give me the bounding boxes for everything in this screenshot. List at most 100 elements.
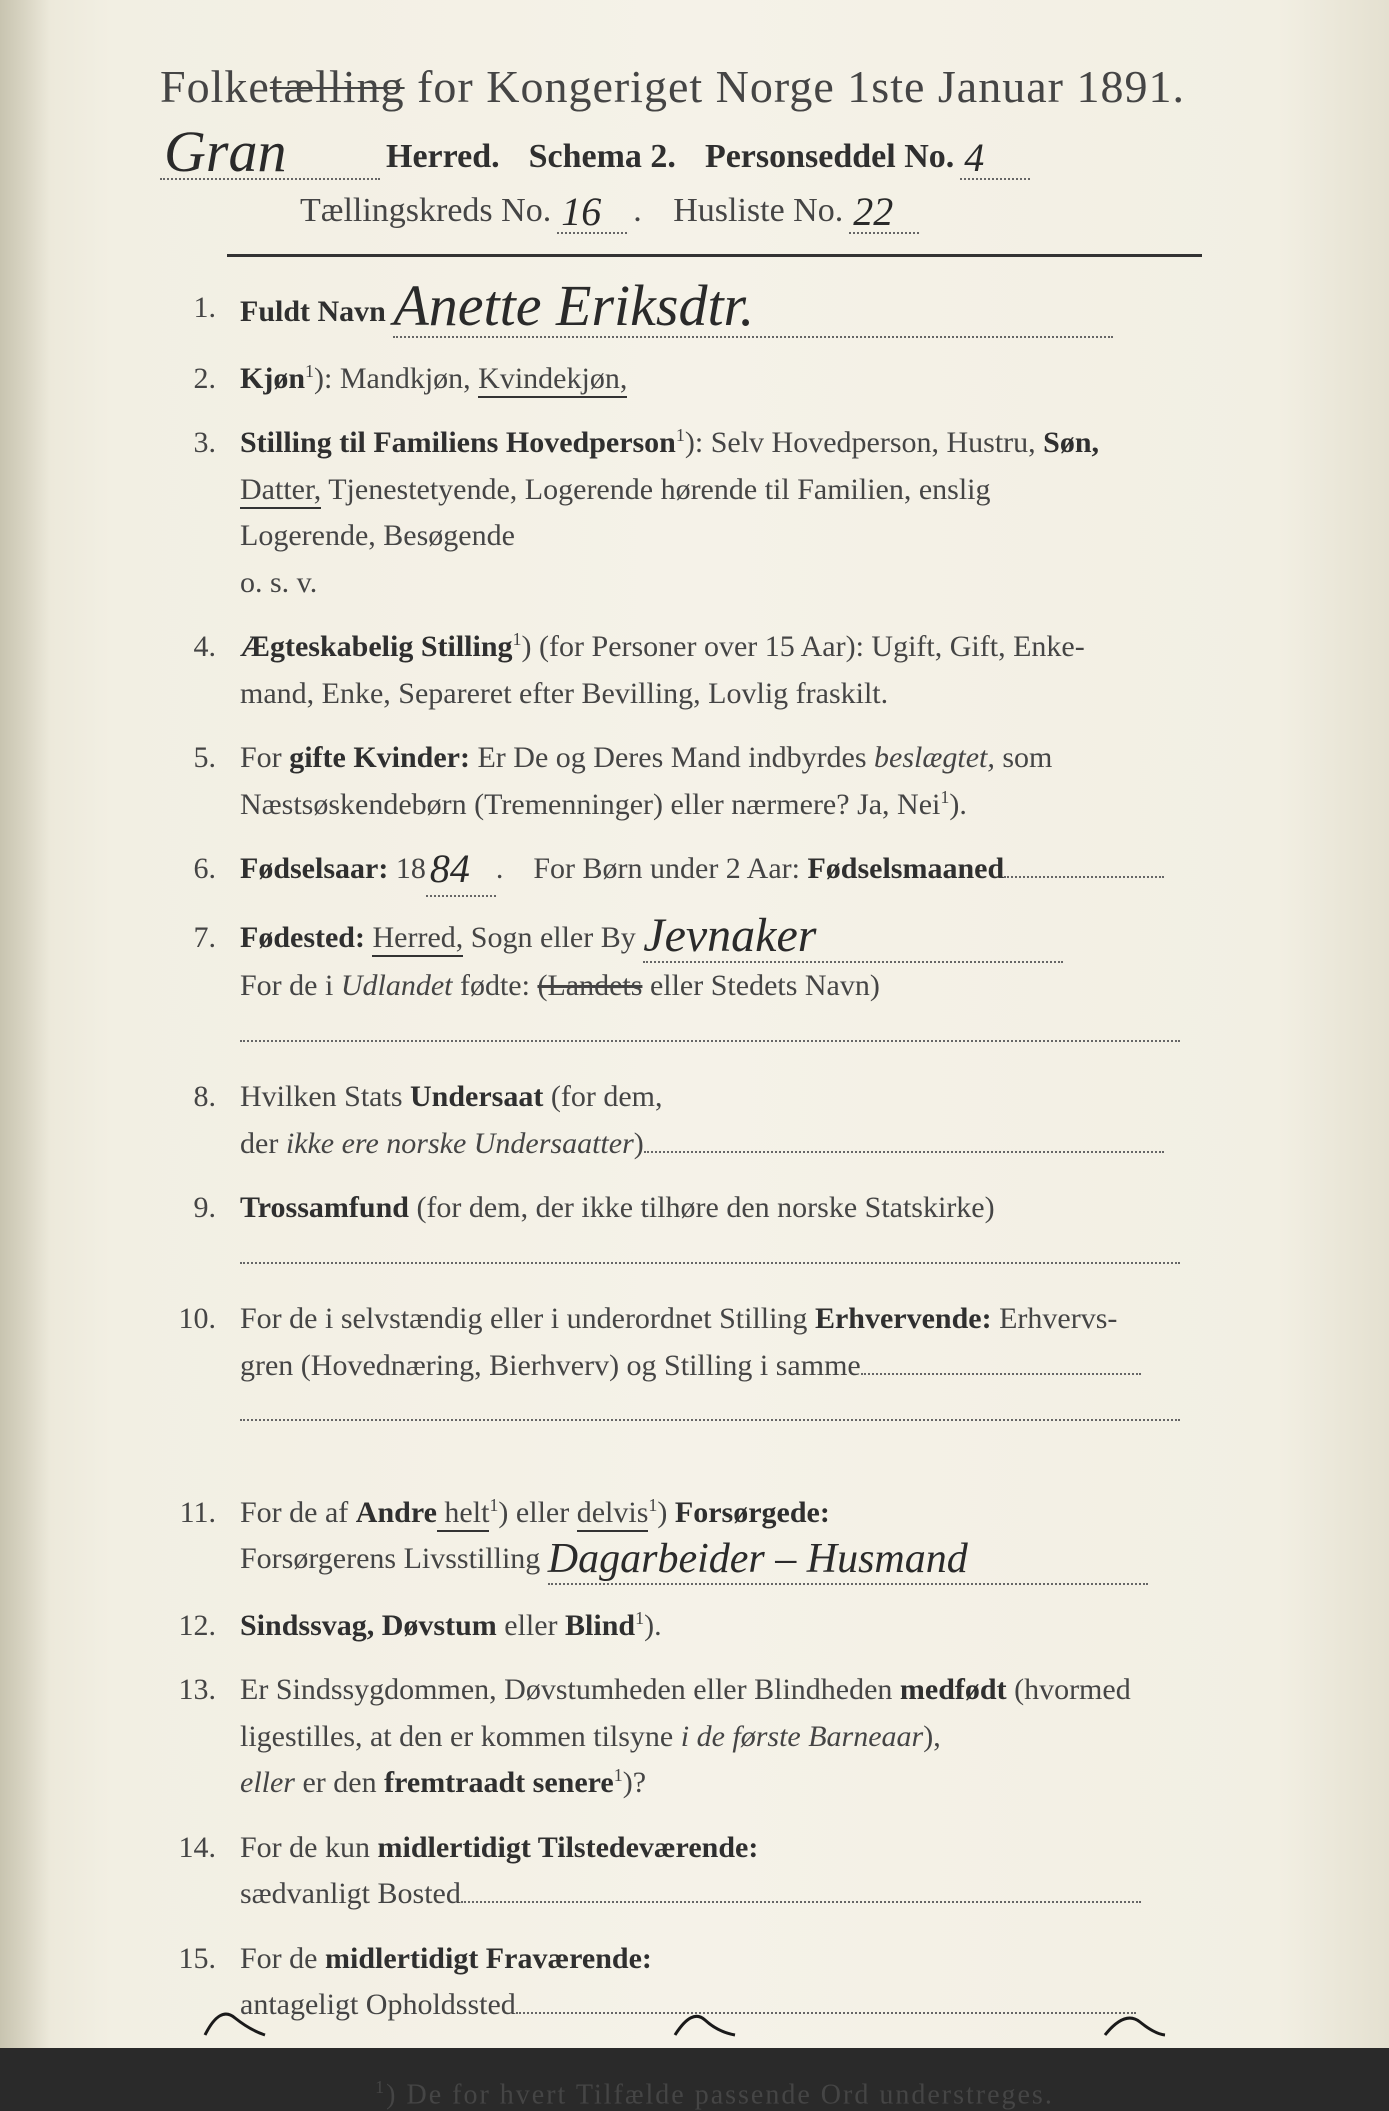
title-rest: for Kongeriget Norge 1ste Januar 1891.	[405, 61, 1185, 112]
e13-line2b: ),	[923, 1720, 941, 1753]
e11-rest: )	[657, 1496, 675, 1529]
e8-line1b: (for dem,	[543, 1080, 662, 1113]
month-dots	[1004, 876, 1164, 878]
entry-9: 9. Trossamfund (for dem, der ikke tilhør…	[160, 1185, 1269, 1278]
e5-line2b: ).	[949, 788, 967, 821]
footnote-sup: 1	[375, 2077, 386, 2097]
sup: 1	[513, 629, 522, 649]
entry-num: 2.	[160, 356, 240, 403]
entry-num: 15.	[160, 1936, 240, 1983]
herred-label: Herred.	[386, 138, 500, 176]
datter-underlined: Datter,	[240, 473, 321, 509]
entry-num: 3.	[160, 420, 240, 467]
stilling-line2: Tjenestetyende, Logerende hørende til Fa…	[321, 473, 990, 506]
entry-body: For de kun midlertidigt Tilstedeværende:…	[240, 1825, 1269, 1918]
entry-body: For de i selvstændig eller i underordnet…	[240, 1296, 1269, 1436]
entry-num: 5.	[160, 735, 240, 782]
entry-14: 14. For de kun midlertidigt Tilstedevære…	[160, 1825, 1269, 1918]
spacer	[160, 1454, 1269, 1490]
fuldt-navn-label: Fuldt Navn	[240, 295, 386, 328]
e11-hand: Dagarbeider – Husmand	[548, 1536, 968, 1582]
e8-ital: ikke ere norske Undersaatter	[286, 1127, 634, 1160]
e14-line2: sædvanligt Bosted	[240, 1877, 461, 1910]
entry-12: 12. Sindssvag, Døvstum eller Blind1).	[160, 1603, 1269, 1650]
aegteskab-label: Ægteskabelig Stilling	[240, 630, 513, 663]
form-title: Folketælling for Kongeriget Norge 1ste J…	[160, 60, 1269, 113]
sup: 1	[635, 1608, 644, 1628]
header-subline-2: Tællingskreds No. 16. Husliste No. 22	[160, 192, 1269, 234]
form-header: Folketælling for Kongeriget Norge 1ste J…	[160, 60, 1269, 234]
sup: 1	[305, 361, 314, 381]
fodested-label: Fødested:	[240, 921, 365, 954]
kjon-rest: ): Mandkjøn,	[314, 362, 478, 395]
entry-body: Fuldt Navn Anette Eriksdtr.	[240, 285, 1269, 338]
census-form-page: Folketælling for Kongeriget Norge 1ste J…	[0, 0, 1389, 2048]
e13-line3c: )?	[623, 1766, 646, 1799]
entry-num: 6.	[160, 846, 240, 893]
fodselsmaaned: Fødselsmaaned	[807, 852, 1004, 885]
andre: Andre	[356, 1496, 437, 1529]
e12-rest: eller	[497, 1609, 565, 1642]
entry-7: 7. Fødested: Herred, Sogn eller By Jevna…	[160, 915, 1269, 1057]
fodselsaar-label: Fødselsaar:	[240, 852, 388, 885]
e15-line2: antageligt Opholdssted	[240, 1988, 516, 2021]
delvis: delvis	[577, 1496, 649, 1532]
e6-rest-lead: For Børn under 2 Aar:	[533, 852, 807, 885]
entry-body: Sindssvag, Døvstum eller Blind1).	[240, 1603, 1269, 1650]
binding-tear-icon	[200, 2000, 270, 2040]
e8-line2b: )	[634, 1127, 644, 1160]
e5-rest1: Er De og Deres Mand indbyrdes	[470, 741, 874, 774]
husliste-no-hand: 22	[853, 189, 893, 234]
e8-dots	[644, 1151, 1164, 1153]
schema-label: Schema 2.	[529, 138, 676, 176]
e7-line2c: eller Stedets Navn)	[642, 969, 879, 1002]
entry-body: For de af Andre helt1) eller delvis1) Fo…	[240, 1490, 1269, 1585]
e14-dots	[461, 1901, 1141, 1903]
herred-handwritten: Gran	[164, 119, 286, 184]
kvindekjon-underlined: Kvindekjøn,	[478, 362, 627, 398]
year-field: 84	[426, 846, 496, 897]
entry-num: 7.	[160, 915, 240, 962]
entry-body: Trossamfund (for dem, der ikke tilhøre d…	[240, 1185, 1269, 1278]
aegteskab-rest1: ) (for Personer over 15 Aar): Ugift, Gif…	[522, 630, 1085, 663]
year-prefix: 18	[388, 852, 426, 885]
sup: 1	[676, 425, 685, 445]
year-hand: 84	[430, 846, 470, 891]
entry-body: Fødested: Herred, Sogn eller By Jevnaker…	[240, 915, 1269, 1057]
e15-lead: For de	[240, 1942, 325, 1975]
e10-line2: gren (Hovednæring, Bierhverv) og Stillin…	[240, 1349, 861, 1382]
entry-body: Kjøn1): Mandkjøn, Kvindekjøn,	[240, 356, 1269, 403]
undersaat: Undersaat	[410, 1080, 543, 1113]
e8-line2a: der	[240, 1127, 286, 1160]
landets-strike: (Landets	[537, 969, 642, 1002]
entry-body: Fødselsaar: 1884. For Børn under 2 Aar: …	[240, 846, 1269, 897]
e15-dots	[516, 2012, 1136, 2014]
entry-11: 11. For de af Andre helt1) eller delvis1…	[160, 1490, 1269, 1585]
husliste-label: Husliste No.	[673, 192, 843, 230]
e5-line2a: Næstsøskendebørn (Tremenninger) eller næ…	[240, 788, 940, 821]
birthplace-hand: Jevnaker	[643, 909, 816, 962]
aegteskab-line2: mand, Enke, Separeret efter Bevilling, L…	[240, 677, 888, 710]
e14-label: midlertidigt Tilstedeværende:	[378, 1831, 759, 1864]
entry-body: Er Sindssygdommen, Døvstumheden eller Bl…	[240, 1667, 1269, 1807]
name-handwritten: Anette Eriksdtr.	[393, 273, 754, 338]
entry-body: For gifte Kvinder: Er De og Deres Mand i…	[240, 735, 1269, 828]
binding-tear-icon	[1100, 2000, 1170, 2040]
blind: Blind	[565, 1609, 635, 1642]
e5-som: som	[995, 741, 1053, 774]
entry-num: 13.	[160, 1667, 240, 1714]
entry-10: 10. For de i selvstændig eller i underor…	[160, 1296, 1269, 1436]
e13-line2a: ligestilles, at den er kommen tilsyne	[240, 1720, 681, 1753]
entry-num: 4.	[160, 624, 240, 671]
header-subline-1: Gran Herred. Schema 2. Personseddel No. …	[160, 131, 1269, 180]
stilling-line3: Logerende, Besøgende	[240, 519, 515, 552]
entry-body: Hvilken Stats Undersaat (for dem, der ik…	[240, 1074, 1269, 1167]
entry-3: 3. Stilling til Familiens Hovedperson1):…	[160, 420, 1269, 606]
e7-line2a: For de i	[240, 969, 341, 1002]
stilling-rest1: ): Selv Hovedperson, Hustru,	[685, 426, 1043, 459]
divider-top	[227, 254, 1203, 257]
e15-label: midlertidigt Fraværende:	[325, 1942, 652, 1975]
e9-rest: (for dem, der ikke tilhøre den norske St…	[409, 1191, 995, 1224]
herred-underlined: Herred,	[372, 921, 463, 957]
beslaegtede: beslægtet,	[874, 741, 995, 774]
